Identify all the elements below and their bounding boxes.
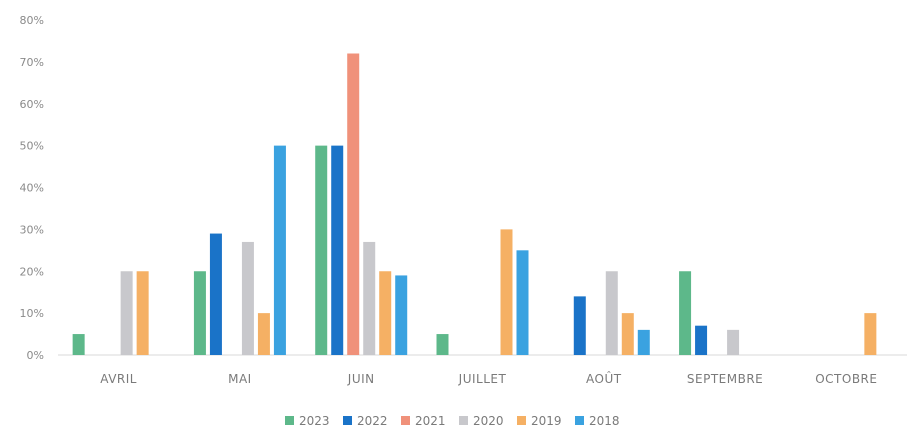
bar-2019-juin — [379, 271, 392, 355]
x-category-label: JUILLET — [458, 372, 507, 386]
x-category-label: SEPTEMBRE — [687, 372, 763, 386]
y-tick-label: 60% — [20, 98, 44, 111]
bar-2020-avril — [120, 271, 133, 355]
bar-2020-septembre — [727, 329, 740, 355]
y-tick-label: 70% — [20, 56, 44, 69]
legend-swatch — [575, 416, 584, 425]
legend-item-2019: 2019 — [517, 414, 562, 428]
legend-swatch — [517, 416, 526, 425]
bar-2023-septembre — [679, 271, 692, 355]
x-category-label: MAI — [228, 372, 252, 386]
bar-2019-juillet — [500, 229, 513, 355]
bar-2019-mai — [257, 313, 270, 355]
bar-2020-août — [605, 271, 618, 355]
bar-2022-juin — [331, 145, 344, 355]
y-tick-label: 30% — [20, 223, 44, 236]
legend-item-2018: 2018 — [575, 414, 620, 428]
y-tick-label: 50% — [20, 140, 44, 153]
x-category-label: AVRIL — [100, 372, 137, 386]
y-tick-label: 10% — [20, 307, 44, 320]
bar-2023-juin — [315, 145, 328, 355]
bar-2023-juillet — [436, 334, 449, 355]
legend-swatch — [285, 416, 294, 425]
bar-2018-juin — [395, 275, 408, 355]
y-axis: 0% 10% 20% 30% 40% 50% 60% 70% 80% — [20, 14, 44, 362]
legend-swatch — [401, 416, 410, 425]
legend-label: 2020 — [473, 414, 504, 428]
y-tick-label: 40% — [20, 182, 44, 195]
bars — [72, 53, 877, 355]
legend-swatch — [459, 416, 468, 425]
legend-item-2020: 2020 — [459, 414, 504, 428]
bar-2022-septembre — [695, 325, 708, 355]
legend-label: 2021 — [415, 414, 446, 428]
legend-label: 2019 — [531, 414, 562, 428]
bar-2020-juin — [363, 241, 376, 355]
legend-label: 2023 — [299, 414, 330, 428]
legend-item-2023: 2023 — [285, 414, 330, 428]
y-tick-label: 80% — [20, 14, 44, 27]
x-category-label: OCTOBRE — [815, 372, 877, 386]
x-axis: AVRIL MAI JUIN JUILLET AOÛT SEPTEMBRE OCTOBRE — [100, 371, 877, 386]
bar-2018-août — [637, 329, 650, 355]
x-category-label: AOÛT — [586, 371, 622, 386]
bar-2022-août — [573, 296, 586, 355]
x-category-label: JUIN — [347, 372, 375, 386]
legend-swatch — [343, 416, 352, 425]
bar-2019-octobre — [864, 313, 877, 355]
y-tick-label: 0% — [27, 349, 44, 362]
legend-item-2021: 2021 — [401, 414, 446, 428]
bar-2023-avril — [72, 334, 85, 355]
bar-2023-mai — [193, 271, 206, 355]
bar-2019-août — [621, 313, 634, 355]
bar-2018-juillet — [516, 250, 529, 355]
bar-2020-mai — [241, 241, 254, 355]
legend: 2023 2022 2021 2020 2019 2018 — [285, 414, 620, 428]
legend-label: 2022 — [357, 414, 388, 428]
y-tick-label: 20% — [20, 265, 44, 278]
bar-2022-mai — [209, 233, 222, 355]
bar-2019-avril — [136, 271, 149, 355]
legend-item-2022: 2022 — [343, 414, 388, 428]
bar-2018-mai — [273, 145, 286, 355]
legend-label: 2018 — [589, 414, 620, 428]
bar-2021-juin — [347, 53, 360, 355]
